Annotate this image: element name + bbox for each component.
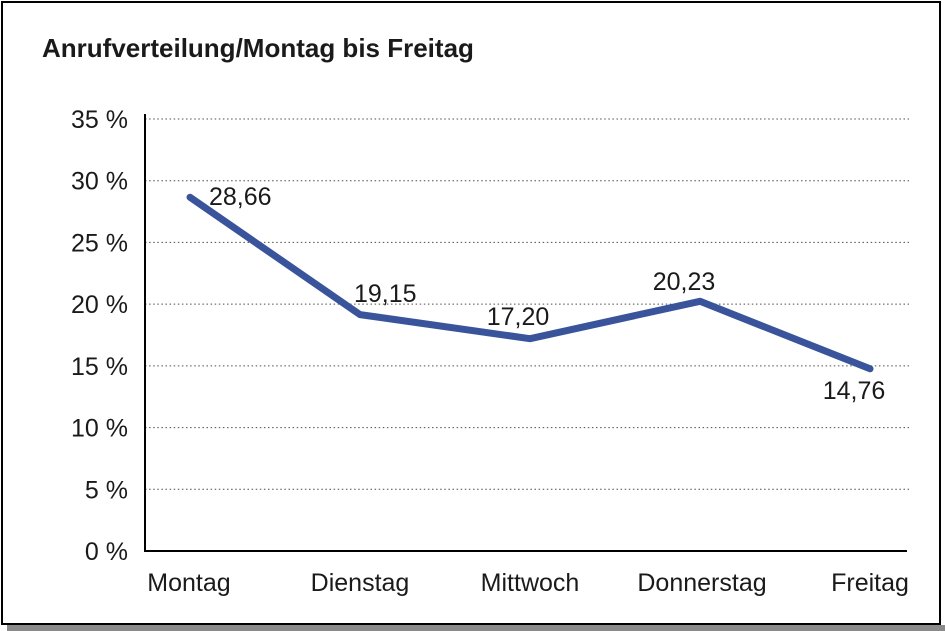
x-axis-labels: Montag Dienstag Mittwoch Donnerstag Frei… <box>147 569 909 597</box>
y-tick-label: 30 % <box>71 168 128 196</box>
point-label: 20,23 <box>653 268 716 296</box>
y-axis-labels: 35 % 30 % 25 % 20 % 15 % 10 % 5 % 0 % <box>71 106 128 566</box>
point-label: 28,66 <box>209 183 272 211</box>
y-tick-label: 20 % <box>71 291 128 319</box>
frame-shadow <box>7 625 945 631</box>
point-labels: 28,66 19,15 17,20 20,23 14,76 <box>209 183 885 405</box>
point-label: 14,76 <box>823 377 886 405</box>
chart-title: Anrufverteilung/Montag bis Freitag <box>42 33 474 63</box>
gridlines <box>145 118 909 490</box>
x-tick-label: Donnerstag <box>637 569 766 597</box>
y-tick-label: 35 % <box>71 106 128 134</box>
x-tick-label: Dienstag <box>311 569 410 597</box>
y-tick-label: 15 % <box>71 353 128 381</box>
y-tick-label: 0 % <box>85 538 128 566</box>
point-label: 19,15 <box>354 280 417 308</box>
y-tick-label: 10 % <box>71 415 128 443</box>
data-line <box>186 193 874 373</box>
point-label: 17,20 <box>487 303 550 331</box>
x-tick-label: Freitag <box>831 569 909 597</box>
y-tick-label: 25 % <box>71 229 128 257</box>
x-tick-label: Mittwoch <box>481 569 580 597</box>
y-tick-label: 5 % <box>85 476 128 504</box>
x-tick-label: Montag <box>147 569 230 597</box>
